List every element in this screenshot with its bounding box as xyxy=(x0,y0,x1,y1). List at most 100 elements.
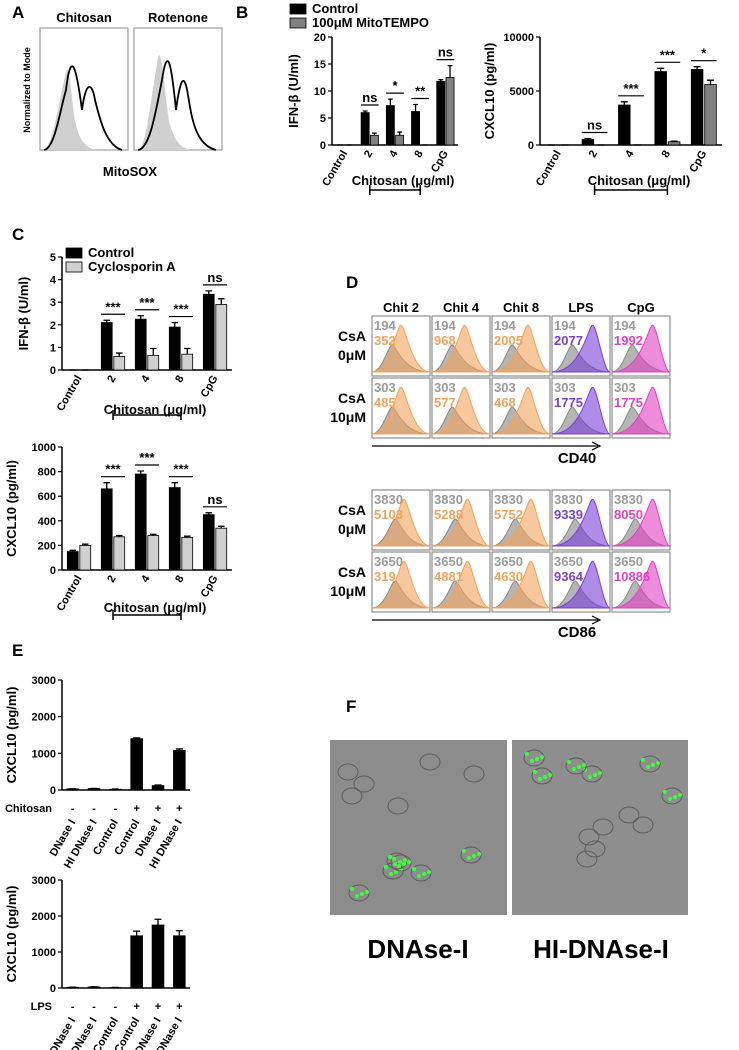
bar xyxy=(654,71,667,146)
error-bar xyxy=(657,67,665,72)
row-label: 0μM xyxy=(338,521,366,537)
bar xyxy=(151,785,165,791)
x-tick-label: Control xyxy=(320,149,350,189)
mfi-control: 3830 xyxy=(494,492,523,507)
treatment-sign: - xyxy=(92,803,96,815)
bar xyxy=(202,293,215,371)
cell xyxy=(639,755,661,773)
histogram-trt xyxy=(611,560,671,609)
legend-label: Control xyxy=(312,1,358,16)
bar xyxy=(690,69,704,146)
treatment-sign: + xyxy=(176,1001,182,1013)
histogram-trt xyxy=(431,324,491,373)
sig-label: ns xyxy=(438,45,453,60)
y-axis-label: IFN-β (U/ml) xyxy=(16,277,31,351)
y-axis-label: IFN-β (U/ml) xyxy=(286,54,301,128)
fluorescence xyxy=(567,760,571,764)
fluorescence xyxy=(403,858,407,862)
bar xyxy=(134,318,147,371)
bar xyxy=(79,545,92,571)
fluorescence xyxy=(427,870,431,874)
x-axis-label: Chitosan (μg/ml) xyxy=(104,600,207,615)
micrograph xyxy=(512,740,688,915)
bracket xyxy=(369,185,421,195)
column-header: CpG xyxy=(627,300,654,315)
mfi-control: 3830 xyxy=(374,492,403,507)
sig-label: ns xyxy=(207,270,222,285)
cell xyxy=(584,840,606,858)
mfi-treated: 1992 xyxy=(614,333,643,348)
fluorescence xyxy=(417,874,421,878)
bar xyxy=(134,473,147,571)
cell xyxy=(353,775,375,793)
error-bar xyxy=(372,132,377,136)
bracket xyxy=(112,410,182,420)
error-bar xyxy=(183,535,191,538)
bar xyxy=(173,750,186,791)
mfi-treated: 8050 xyxy=(614,507,643,522)
histogram-trt xyxy=(551,386,611,435)
panel-label: E xyxy=(12,641,23,660)
y-tick-label: 1000 xyxy=(32,947,56,959)
bar xyxy=(385,105,395,146)
treatment-sign: + xyxy=(176,803,182,815)
mfi-treated: 485 xyxy=(374,395,396,410)
bar xyxy=(113,356,126,371)
mfi-control: 303 xyxy=(434,380,456,395)
legend-label: Control xyxy=(88,245,134,260)
cell xyxy=(576,850,598,868)
fluorescence xyxy=(593,773,597,777)
error-bar xyxy=(205,512,213,515)
error-bar xyxy=(175,748,183,751)
bar xyxy=(147,354,160,371)
error-bar xyxy=(133,930,141,936)
mfi-control: 303 xyxy=(494,380,516,395)
mfi-control: 3830 xyxy=(614,492,643,507)
hist-fill xyxy=(138,55,190,151)
fluorescence xyxy=(422,872,426,876)
mfi-treated: 2077 xyxy=(554,333,583,348)
hist-title: Rotenone xyxy=(148,10,208,25)
sig-label: *** xyxy=(139,295,155,310)
cell xyxy=(387,797,409,815)
legend-label: 100μM MitoTEMPO xyxy=(312,15,429,30)
column-header: Chit 2 xyxy=(383,300,419,315)
bar xyxy=(360,112,370,146)
row-label: CsA xyxy=(338,328,366,344)
mfi-control: 3650 xyxy=(494,554,523,569)
error-bar xyxy=(154,784,162,786)
image-label: DNAse-I xyxy=(367,934,468,964)
error-bar xyxy=(149,533,157,536)
fluorescence xyxy=(535,757,539,761)
x-tick-label: 8 xyxy=(412,149,425,160)
bar xyxy=(215,304,228,371)
fluorescence xyxy=(656,761,660,765)
y-tick-label: 3 xyxy=(50,297,56,309)
legend-swatch xyxy=(65,247,83,259)
treatment-sign: + xyxy=(133,1001,139,1013)
bar xyxy=(113,536,126,571)
treatment-sign: + xyxy=(155,803,161,815)
mfi-treated: 9339 xyxy=(554,507,583,522)
bar xyxy=(370,134,379,146)
hist-line xyxy=(43,65,123,151)
row-label: 10μM xyxy=(330,583,366,599)
error-bar xyxy=(133,737,141,739)
fluorescence xyxy=(598,771,602,775)
histogram-trt xyxy=(371,560,431,609)
x-tick-label: 4 xyxy=(139,573,153,585)
column-header: Chit 4 xyxy=(443,300,480,315)
fluorescence xyxy=(582,763,586,767)
histogram-trt xyxy=(431,386,491,435)
x-tick-label: 4 xyxy=(139,373,153,385)
panel-f-images xyxy=(330,740,688,915)
sig-label: *** xyxy=(660,47,676,62)
treatment-label: Chitosan xyxy=(5,803,52,815)
bar xyxy=(215,527,228,571)
bar xyxy=(445,77,455,146)
error-bar xyxy=(183,347,191,355)
y-tick-label: 1000 xyxy=(32,748,56,760)
fluorescence xyxy=(673,795,677,799)
x-tick-label: 8 xyxy=(173,574,186,585)
histogram-trt xyxy=(491,386,551,435)
